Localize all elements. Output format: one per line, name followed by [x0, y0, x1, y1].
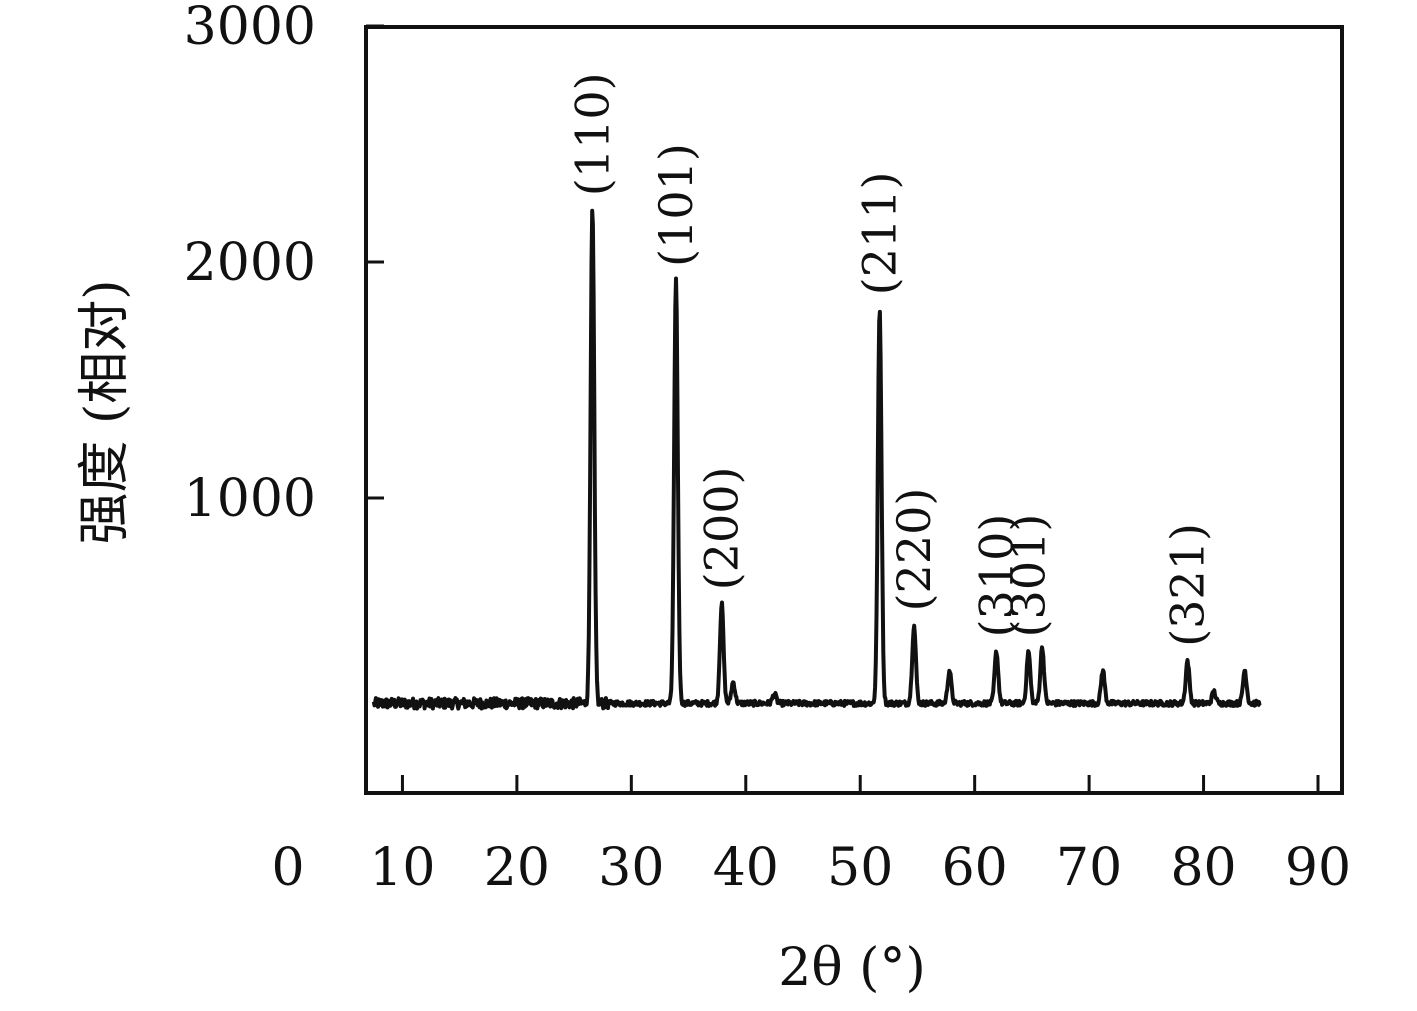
peak-labels: (110) (101) (200) (211) (220) (310)(301) (321): [565, 72, 1214, 646]
x-tick-label-80: 80: [1170, 838, 1236, 898]
x-axis-label: 2θ (°): [778, 938, 926, 998]
y-axis-ticks: [366, 24, 384, 500]
y-tick-label-2000: 2000: [184, 233, 316, 293]
peak-label-310: (310): [969, 514, 1023, 638]
x-tick-label-40: 40: [713, 838, 779, 898]
y-tick-label-1000: 1000: [184, 469, 316, 529]
x-tick-label-70: 70: [1056, 838, 1122, 898]
x-axis-tick-labels: 0 10 20 30 40 50 60 70 80 90: [271, 838, 1351, 898]
y-axis-label: 强度 (相对): [75, 279, 135, 544]
x-tick-label-0: 0: [271, 838, 304, 898]
x-tick-label-10: 10: [369, 838, 435, 898]
x-tick-label-50: 50: [827, 838, 893, 898]
diffraction-series-line: [371, 208, 1262, 711]
x-axis-ticks: [400, 775, 1320, 793]
peak-label-200: (200): [695, 466, 749, 590]
x-tick-label-20: 20: [484, 838, 550, 898]
peak-label-110: (110): [565, 72, 619, 196]
peak-label-220: (220): [887, 488, 941, 612]
peak-label-101: (101): [649, 143, 703, 267]
peak-label-211: (211): [853, 171, 907, 295]
plot-frame: [364, 25, 1344, 795]
x-tick-label-60: 60: [942, 838, 1008, 898]
y-axis-tick-labels: 1000 2000 3000: [184, 0, 316, 529]
peak-label-321: (321): [1161, 523, 1215, 647]
y-tick-label-3000: 3000: [184, 0, 316, 57]
x-tick-label-90: 90: [1285, 838, 1351, 898]
x-tick-label-30: 30: [598, 838, 664, 898]
peak-label-301: (301): [1002, 514, 1056, 638]
